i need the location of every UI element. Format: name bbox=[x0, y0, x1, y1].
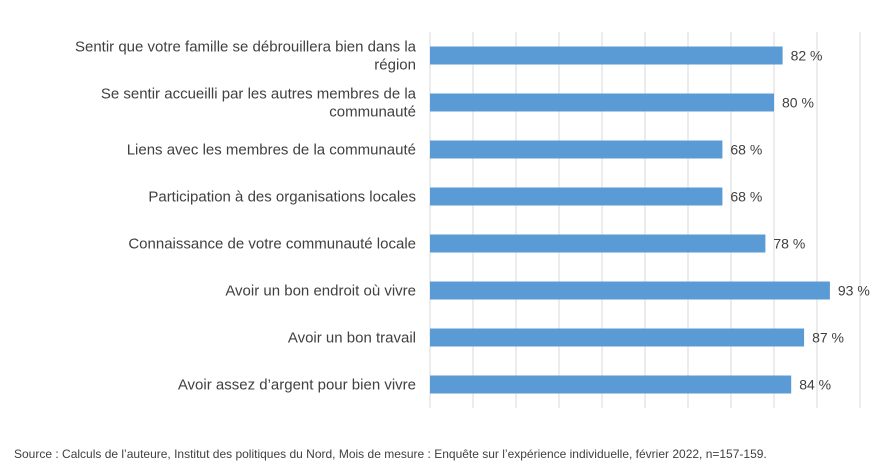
category-label-line: Connaissance de votre communauté locale bbox=[128, 236, 416, 253]
category-label-line: région bbox=[374, 57, 416, 74]
category-label-line: Avoir un bon endroit où vivre bbox=[225, 283, 416, 300]
bar bbox=[430, 375, 792, 394]
bars bbox=[430, 46, 830, 394]
source-note: Source : Calculs de l’auteure, Institut … bbox=[14, 447, 767, 461]
category-labels: Sentir que votre famille se débrouillera… bbox=[75, 39, 417, 394]
category-label-line: Participation à des organisations locale… bbox=[148, 189, 416, 206]
category-label: Avoir un bon endroit où vivre bbox=[225, 283, 416, 300]
gridlines bbox=[429, 32, 861, 408]
bar bbox=[430, 46, 783, 65]
bar bbox=[430, 187, 723, 206]
category-label-line: Liens avec les membres de la communauté bbox=[127, 142, 416, 159]
value-label: 84 % bbox=[799, 377, 831, 393]
category-label: Connaissance de votre communauté locale bbox=[128, 236, 416, 253]
bar bbox=[430, 234, 766, 253]
value-label: 68 % bbox=[730, 189, 762, 205]
category-label: Avoir assez d’argent pour bien vivre bbox=[178, 377, 416, 394]
category-label-line: Avoir un bon travail bbox=[288, 330, 416, 347]
category-label-line: Sentir que votre famille se débrouillera… bbox=[75, 39, 417, 56]
bar bbox=[430, 140, 723, 159]
value-label: 82 % bbox=[791, 48, 823, 64]
category-label: Se sentir accueilli par les autres membr… bbox=[101, 86, 417, 121]
category-label: Sentir que votre famille se débrouillera… bbox=[75, 39, 417, 74]
bar bbox=[430, 93, 774, 112]
value-label: 87 % bbox=[812, 330, 844, 346]
value-labels: 82 % 80 % 68 % 68 % 78 % 93 % 87 % 84 % bbox=[730, 48, 869, 393]
category-label-line: Avoir assez d’argent pour bien vivre bbox=[178, 377, 416, 394]
bar bbox=[430, 281, 830, 300]
value-label: 68 % bbox=[730, 142, 762, 158]
category-label: Liens avec les membres de la communauté bbox=[127, 142, 416, 159]
category-label: Avoir un bon travail bbox=[288, 330, 416, 347]
value-label: 78 % bbox=[773, 236, 805, 252]
bar-chart: Sentir que votre famille se débrouillera… bbox=[75, 32, 870, 408]
category-label-line: Se sentir accueilli par les autres membr… bbox=[101, 86, 417, 103]
value-label: 93 % bbox=[838, 283, 870, 299]
category-label-line: communauté bbox=[329, 104, 416, 121]
category-label: Participation à des organisations locale… bbox=[148, 189, 416, 206]
bar bbox=[430, 328, 805, 347]
value-label: 80 % bbox=[782, 95, 814, 111]
